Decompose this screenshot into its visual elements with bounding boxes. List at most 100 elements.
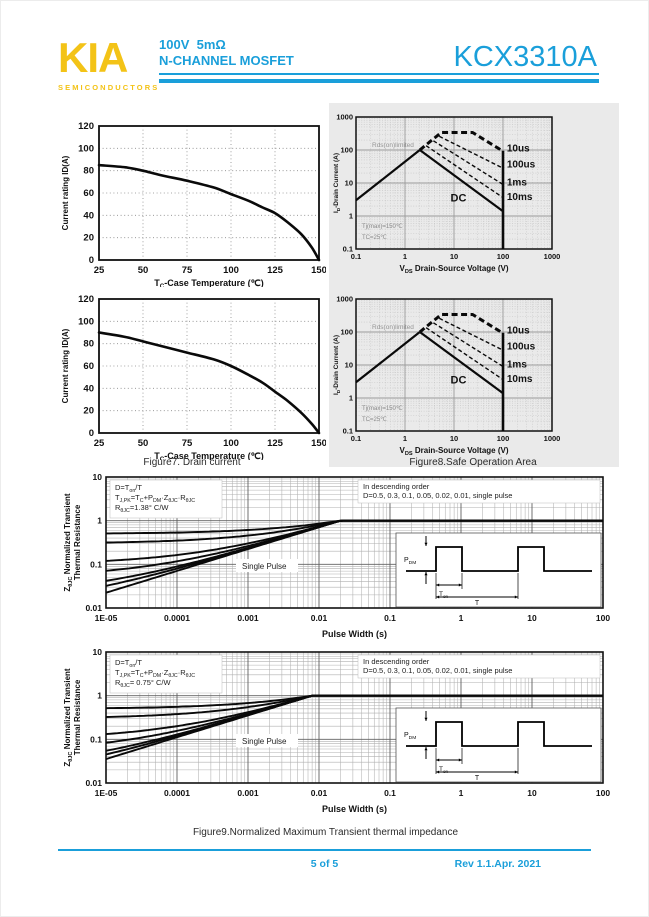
svg-text:TC=25℃: TC=25℃ xyxy=(362,417,387,423)
svg-text:40: 40 xyxy=(83,210,94,221)
svg-text:0.1: 0.1 xyxy=(384,788,396,798)
svg-text:25: 25 xyxy=(94,438,105,449)
svg-text:0.1: 0.1 xyxy=(90,559,102,569)
derating-curve xyxy=(97,163,321,262)
svg-text:RθJC= 0.75° C/W: RθJC= 0.75° C/W xyxy=(115,678,171,689)
svg-text:120: 120 xyxy=(78,121,94,132)
figure7-caption: Figure7. Drain current xyxy=(143,457,241,468)
svg-text:60: 60 xyxy=(83,188,94,199)
soa-chart-top: Rds(on)limited Tj(max)=150℃ TC=25℃ 10us 100u… xyxy=(329,103,619,285)
svg-text:0.1: 0.1 xyxy=(90,734,102,744)
thermal-curves xyxy=(105,519,603,594)
svg-text:Pulse Width (s): Pulse Width (s) xyxy=(322,629,387,639)
svg-text:10us: 10us xyxy=(507,144,530,155)
svg-text:ID-Drain Current (A): ID-Drain Current (A) xyxy=(333,335,341,395)
svg-text:ID-Drain Current (A): ID-Drain Current (A) xyxy=(333,153,341,213)
svg-text:0.001: 0.001 xyxy=(237,613,259,623)
thermal-curves xyxy=(105,694,603,761)
svg-text:100: 100 xyxy=(596,613,610,623)
svg-text:VDS Drain-Source Voltage (V): VDS Drain-Source Voltage (V) xyxy=(400,264,509,275)
svg-text:100: 100 xyxy=(596,788,610,798)
pulse-waveform-inset: PDMTonT xyxy=(395,707,602,783)
svg-text:1: 1 xyxy=(403,252,407,261)
svg-text:RθJC=1.38° C/W: RθJC=1.38° C/W xyxy=(115,503,169,514)
soa-curves xyxy=(355,131,505,249)
kia-logo-subtitle: SEMICONDUCTORS xyxy=(58,83,160,92)
header-rule-thick xyxy=(159,79,599,83)
svg-text:TJ,PK=TC+PDM·ZθJC·RθJC: TJ,PK=TC+PDM·ZθJC·RθJC xyxy=(115,493,195,504)
svg-text:1: 1 xyxy=(349,212,353,221)
svg-text:100: 100 xyxy=(78,316,94,327)
svg-text:1E-05: 1E-05 xyxy=(95,613,118,623)
grid xyxy=(99,299,319,433)
svg-text:Current rating ID(A): Current rating ID(A) xyxy=(61,328,70,403)
svg-text:Tj(max)=150℃: Tj(max)=150℃ xyxy=(362,224,403,230)
svg-text:50: 50 xyxy=(138,438,149,449)
svg-text:1: 1 xyxy=(459,613,464,623)
svg-text:25: 25 xyxy=(94,265,105,276)
plot-frame xyxy=(98,125,320,261)
svg-text:125: 125 xyxy=(267,265,284,276)
figure9-caption: Figure9.Normalized Maximum Transient the… xyxy=(192,827,459,838)
svg-text:80: 80 xyxy=(83,339,94,350)
figure8-caption: Figure8.Safe Operation Area xyxy=(409,457,537,468)
svg-text:100: 100 xyxy=(497,434,510,443)
svg-text:120: 120 xyxy=(78,294,94,305)
svg-text:10: 10 xyxy=(527,788,537,798)
svg-text:D=Ton/T: D=Ton/T xyxy=(115,483,142,494)
plot-frame xyxy=(355,298,553,432)
svg-text:In descending order: In descending order xyxy=(363,482,430,491)
svg-text:TC-Case Temperature (℃): TC-Case Temperature (℃) xyxy=(154,451,264,460)
svg-text:D=0.5, 0.3, 0.1, 0.05, 0.02, 0: D=0.5, 0.3, 0.1, 0.05, 0.02, 0.01, singl… xyxy=(363,491,512,500)
plot-frame xyxy=(105,651,604,784)
svg-text:0: 0 xyxy=(89,428,94,439)
legend-box xyxy=(357,479,601,504)
svg-text:0.01: 0.01 xyxy=(311,788,328,798)
svg-text:VDS Drain-Source Voltage (V): VDS Drain-Source Voltage (V) xyxy=(400,446,509,457)
svg-text:1: 1 xyxy=(459,788,464,798)
svg-text:125: 125 xyxy=(267,438,284,449)
svg-text:100: 100 xyxy=(340,146,353,155)
svg-text:1ms: 1ms xyxy=(507,359,527,370)
svg-text:10: 10 xyxy=(345,361,353,370)
formula-box xyxy=(109,479,223,519)
svg-text:1000: 1000 xyxy=(544,252,561,261)
svg-text:1000: 1000 xyxy=(544,434,561,443)
drain-current-chart-top: 0 20 40 60 80 100 120 25 50 75 100 125 150 TC-Case Te… xyxy=(61,121,326,287)
svg-text:20: 20 xyxy=(83,406,94,417)
pulse-waveform-inset: PDMTonT xyxy=(395,532,602,608)
derating-curve xyxy=(97,331,321,435)
device-spec: 100V 5mΩ N-CHANNEL MOSFET xyxy=(159,37,294,69)
svg-text:ZθJC Normalized Transient: ZθJC Normalized Transient xyxy=(63,493,74,592)
voltage-rds-spec: 100V 5mΩ xyxy=(159,37,226,52)
svg-text:In descending order: In descending order xyxy=(363,657,430,666)
legend-box xyxy=(357,654,601,679)
svg-text:100: 100 xyxy=(497,252,510,261)
page-number: 5 of 5 xyxy=(310,858,339,870)
svg-text:1000: 1000 xyxy=(336,295,353,304)
revision: Rev 1.1.Apr. 2021 xyxy=(454,858,541,870)
svg-text:100us: 100us xyxy=(507,342,536,353)
soa-curves xyxy=(355,313,505,431)
svg-text:150: 150 xyxy=(311,438,326,449)
svg-text:1E-05: 1E-05 xyxy=(95,788,118,798)
svg-text:Thermal Resistance: Thermal Resistance xyxy=(73,679,82,755)
kia-logo: KIA xyxy=(58,34,128,81)
svg-text:1: 1 xyxy=(97,516,102,526)
svg-text:PDM: PDM xyxy=(404,557,416,566)
svg-text:Thermal Resistance: Thermal Resistance xyxy=(73,504,82,580)
svg-text:1: 1 xyxy=(403,434,407,443)
svg-text:0.1: 0.1 xyxy=(384,613,396,623)
svg-text:Tj(max)=150℃: Tj(max)=150℃ xyxy=(362,406,403,412)
svg-text:T: T xyxy=(475,775,480,782)
grid xyxy=(99,126,319,260)
svg-text:1ms: 1ms xyxy=(507,177,527,188)
svg-text:ZθJC Normalized Transient: ZθJC Normalized Transient xyxy=(63,668,74,767)
svg-text:10ms: 10ms xyxy=(507,374,533,385)
svg-text:D=Ton/T: D=Ton/T xyxy=(115,658,142,669)
svg-text:Rds(on)limited: Rds(on)limited xyxy=(372,142,414,149)
plot-frame xyxy=(98,298,320,434)
svg-text:100: 100 xyxy=(223,265,239,276)
svg-text:0.01: 0.01 xyxy=(311,613,328,623)
footer-rule xyxy=(58,849,591,851)
